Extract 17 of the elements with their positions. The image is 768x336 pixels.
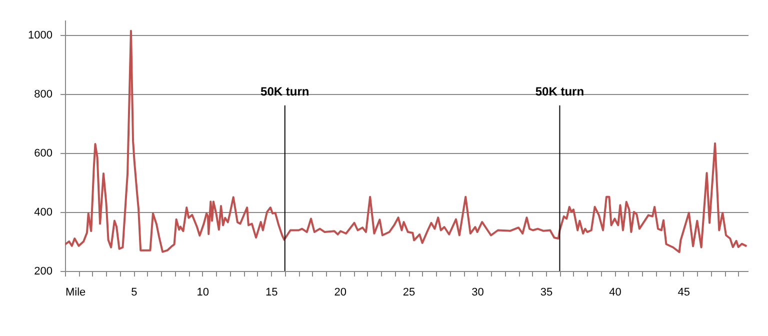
x-tick-label: 20 [334, 286, 346, 298]
ref-line-label: 50K turn [535, 84, 584, 98]
x-tick-label: 10 [196, 286, 210, 298]
x-tick-label: 40 [609, 286, 622, 298]
y-tick-label: 400 [34, 206, 52, 218]
y-tick-label: 200 [34, 266, 52, 278]
x-tick-label: 30 [472, 286, 484, 298]
ref-line-label: 50K turn [260, 84, 310, 98]
x-tick-label: 15 [266, 286, 278, 298]
x-tick-label: 5 [131, 286, 138, 298]
y-tick-label: 800 [34, 88, 52, 100]
x-tick-label: 25 [402, 286, 416, 298]
x-tick-label: Mile [66, 286, 86, 298]
y-tick-label: 600 [34, 147, 52, 160]
y-tick-label: 1000 [28, 29, 52, 42]
x-tick-label: 45 [678, 286, 690, 298]
x-tick-label: 35 [540, 286, 553, 298]
